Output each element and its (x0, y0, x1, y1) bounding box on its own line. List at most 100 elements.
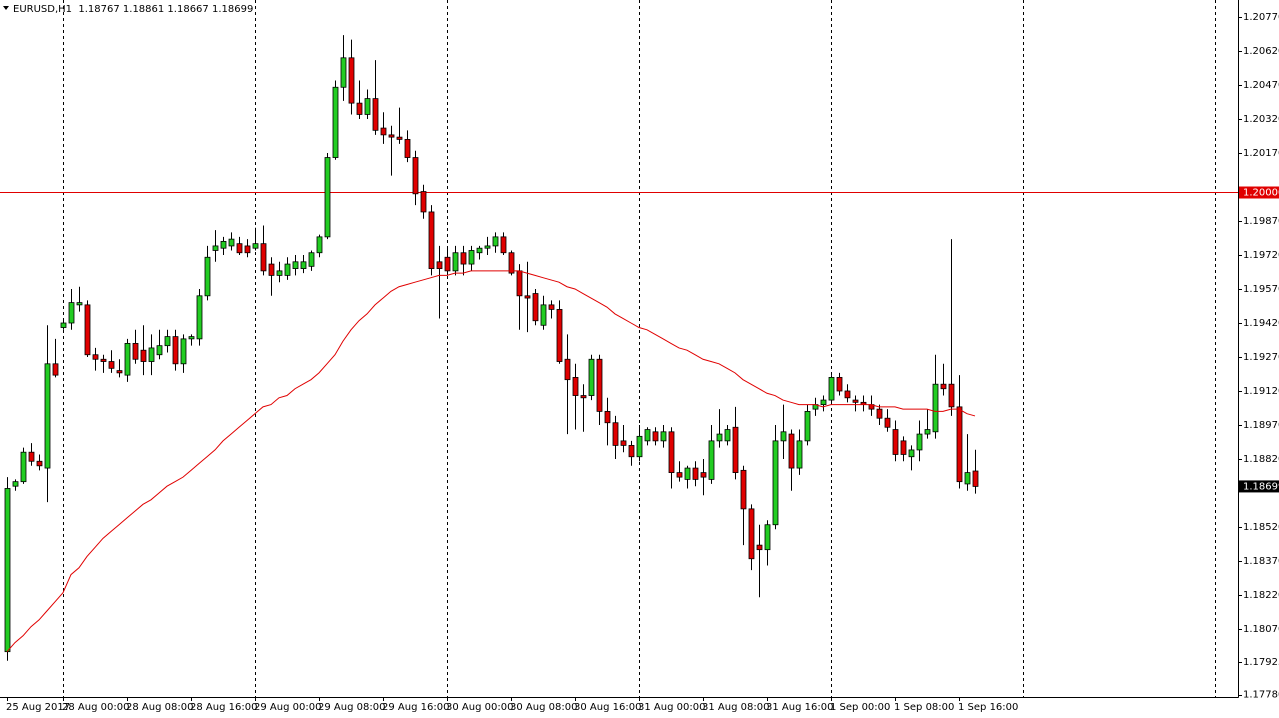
candle-body (364, 98, 371, 115)
candle-body (892, 429, 899, 455)
candle-body (828, 376, 835, 401)
candle-body (212, 245, 219, 251)
y-tick-label: 1.18520 (1243, 522, 1279, 533)
candle-body (532, 293, 539, 322)
candle-body (268, 263, 275, 276)
y-tick-label: 1.20470 (1243, 80, 1279, 91)
candle-body (84, 304, 91, 356)
candle-body (732, 426, 739, 473)
candle-body (956, 406, 963, 483)
x-tick-label: 31 Aug 08:00 (702, 702, 769, 713)
candle-body (924, 429, 931, 435)
candle-body (76, 302, 83, 306)
candle-body (180, 338, 187, 365)
y-tick-label: 1.19720 (1243, 250, 1279, 261)
candle-body (700, 472, 707, 478)
y-tick-label: 1.17780 (1243, 690, 1279, 701)
candle-body (500, 236, 507, 254)
candle-body (452, 252, 459, 272)
candle-body (300, 261, 307, 269)
candle-body (724, 429, 731, 442)
candle-body (444, 256, 451, 272)
moving-average (6, 270, 976, 653)
x-tick-label: 29 Aug 08:00 (318, 702, 385, 713)
candle-body (692, 467, 699, 480)
candle-body (660, 431, 667, 442)
candle-body (716, 433, 723, 442)
x-tick-label: 28 Aug 00:00 (62, 702, 129, 713)
candle-body (884, 417, 891, 428)
candle-body (940, 383, 947, 390)
candle-body (436, 261, 443, 269)
candle-body (308, 252, 315, 267)
candle-body (596, 358, 603, 412)
candle-body (460, 252, 467, 265)
candle-body (780, 431, 787, 442)
candle-body (644, 429, 651, 442)
candle-body (844, 390, 851, 399)
candle-body (116, 370, 123, 374)
candle-body (172, 336, 179, 365)
candle-body (140, 349, 147, 362)
candle-body (12, 481, 19, 487)
y-tick-label: 1.17925 (1243, 657, 1279, 668)
x-tick-label: 29 Aug 00:00 (254, 702, 321, 713)
candle-body (188, 336, 195, 340)
y-tick-label: 1.20770 (1243, 12, 1279, 23)
candle-body (228, 238, 235, 247)
candle-body (796, 440, 803, 469)
y-tick-label: 1.18970 (1243, 420, 1279, 431)
candle-body (636, 435, 643, 458)
candle-body (740, 469, 747, 510)
candle-body (652, 431, 659, 442)
candle-body (292, 261, 299, 269)
candle-body (628, 444, 635, 458)
candle-body (852, 399, 859, 403)
level-label-box (1239, 186, 1279, 199)
candle-body (564, 358, 571, 381)
x-tick-label: 25 Aug 2017 (6, 702, 70, 713)
last-price-label: 1.18699 (1243, 481, 1279, 492)
candle-body (404, 138, 411, 158)
candle-body (428, 211, 435, 270)
x-tick-label: 29 Aug 16:00 (382, 702, 449, 713)
y-tick-label: 1.18070 (1243, 624, 1279, 635)
candle-body (756, 544, 763, 551)
candle-body (68, 302, 75, 324)
candle-body (820, 399, 827, 406)
level-label: 1.20000 (1243, 188, 1279, 199)
x-tick-label: 1 Sep 00:00 (830, 702, 890, 713)
candle-body (676, 472, 683, 478)
candle-body (100, 358, 107, 362)
last-price-box (1239, 480, 1279, 493)
candle-body (148, 347, 155, 362)
x-tick-label: 30 Aug 16:00 (574, 702, 641, 713)
candle-body (772, 440, 779, 526)
candle-body (556, 308, 563, 362)
candle-body (340, 57, 347, 88)
candle-body (572, 376, 579, 396)
x-tick-label: 30 Aug 08:00 (510, 702, 577, 713)
menu-arrow[interactable] (3, 6, 9, 10)
y-tick-label: 1.20320 (1243, 114, 1279, 125)
candle-body (356, 102, 363, 115)
candle-body (132, 342, 139, 360)
candle-body (20, 451, 27, 483)
candle-body (804, 410, 811, 442)
candle-body (764, 524, 771, 551)
x-tick-label: 28 Aug 08:00 (126, 702, 193, 713)
candle-body (4, 488, 11, 653)
candle-body (108, 361, 115, 369)
candle-body (388, 134, 395, 138)
candle-body (412, 157, 419, 195)
y-tick-label: 1.19870 (1243, 216, 1279, 227)
candle-body (908, 449, 915, 458)
y-tick-label: 1.20620 (1243, 46, 1279, 57)
candle-body (124, 342, 131, 376)
candle-body (156, 345, 163, 356)
x-tick-label: 31 Aug 16:00 (766, 702, 833, 713)
y-tick-label: 1.19570 (1243, 284, 1279, 295)
